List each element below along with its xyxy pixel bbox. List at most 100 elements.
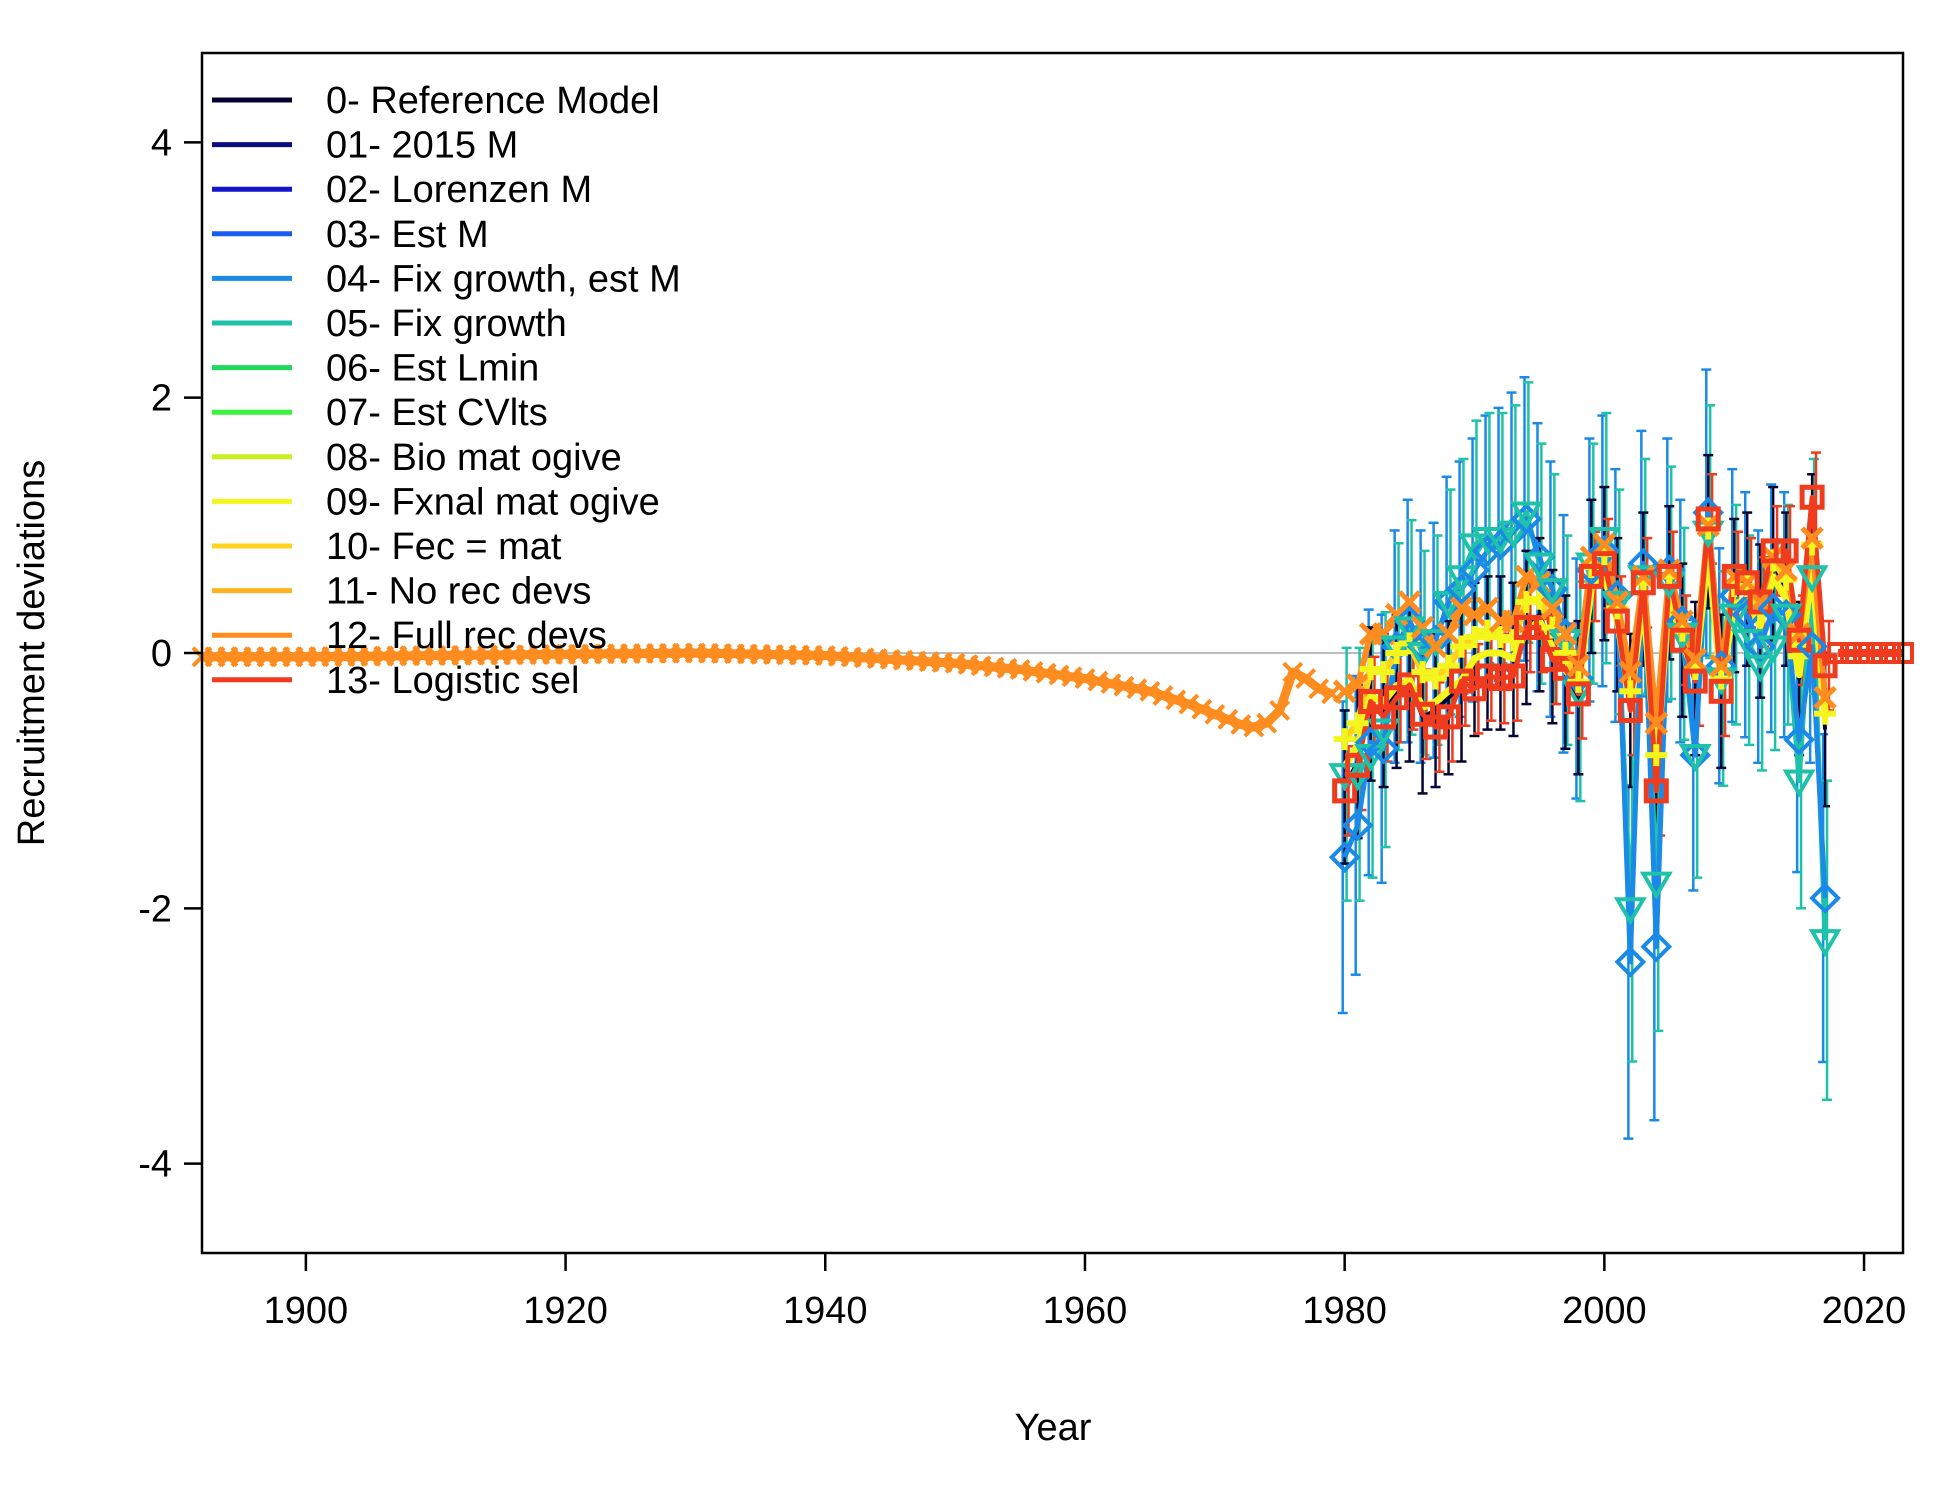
marker-fix-2010 [1717,603,1751,632]
marker-yellow-1981 [1346,712,1369,735]
legend-label-12: 12- Full rec devs [326,615,607,657]
marker-fixm-2004 [1640,930,1673,963]
legend-label-3: 03- Est M [326,214,489,256]
x-tick-label-1940: 1940 [783,1290,868,1332]
marker-logistic-2011 [1734,570,1760,596]
marker-full-2002 [1618,660,1643,684]
marker-logistic-2013 [1760,538,1786,564]
forecast-marker-2021 [1866,642,1889,664]
marker-logistic-1984 [1384,685,1410,711]
marker-fix-2003 [1626,565,1660,594]
marker-logistic-2014 [1773,538,1799,564]
marker-full-2017 [1813,685,1837,710]
marker-yellow-1990 [1463,626,1486,649]
y-tick-label--4: -4 [138,1144,172,1186]
forecast-marker-2020 [1853,642,1876,664]
marker-full-2016 [1800,526,1824,550]
marker-fixm-1990 [1458,554,1491,586]
marker-fixm-2017 [1809,882,1841,914]
marker-logistic-2006 [1669,627,1695,653]
legend-label-6: 06- Est Lmin [326,348,539,390]
x-tick-label-2000: 2000 [1562,1290,1647,1332]
marker-logistic-1982 [1358,689,1384,715]
legend-label-4: 04- Fix growth, est M [326,258,681,300]
error-bars [1337,368,1834,1140]
marker-fixm-1983 [1367,732,1400,765]
marker-logistic-2012 [1747,589,1773,615]
marker-fixm-2002 [1614,946,1647,978]
forecast-marker-2019 [1840,642,1863,664]
marker-fix-1983 [1367,718,1401,747]
y-tick-label-2: 2 [151,378,172,420]
marker-yellow-2017 [1814,702,1837,725]
marker-fix-2014 [1769,603,1803,632]
marker-logistic-2004 [1643,778,1669,804]
early-dev-marker-1968 [1178,693,1200,715]
marker-fix-2016 [1795,565,1829,594]
marker-full-1990 [1462,602,1487,627]
marker-logistic-1980 [1332,778,1358,804]
marker-full-2004 [1644,711,1669,735]
marker-full-1985 [1397,590,1422,614]
marker-logistic-2000 [1591,551,1617,577]
marker-logistic-2017 [1812,653,1838,679]
early-dev-marker-1965 [1139,680,1161,702]
early-dev-marker-1973 [1243,716,1265,738]
legend-label-7: 07- Est CVlts [326,392,548,434]
marker-full-1989 [1449,596,1474,621]
marker-fixm-2016 [1796,630,1828,663]
early-dev-marker-1971 [1217,708,1239,730]
marker-logistic-2002 [1617,697,1643,723]
marker-fix-2001 [1600,590,1634,619]
marker-yellow-1980 [1333,728,1356,751]
marker-fix-1984 [1380,635,1414,664]
legend-label-13: 13- Logistic sel [326,660,579,702]
marker-full-2008 [1696,513,1720,538]
early-dev-marker-1975 [1269,700,1291,721]
legend-label-1: 01- 2015 M [326,125,518,167]
marker-fixm-2012 [1744,630,1776,663]
marker-logistic-1992 [1487,666,1513,692]
marker-fix-2007 [1678,744,1712,773]
marker-logistic-2001 [1604,608,1630,634]
marker-yellow-2009 [1710,667,1733,690]
marker-full-1998 [1566,653,1591,678]
marker-fix-2017 [1808,929,1842,958]
marker-yellow-1994 [1515,590,1538,613]
y-tick-label--2: -2 [138,888,172,930]
y-tick-label-0: 0 [151,633,172,675]
marker-fix-2013 [1756,635,1790,664]
marker-logistic-1990 [1462,676,1488,702]
legend-label-11: 11- No rec devs [326,571,591,613]
marker-full-1980 [1332,679,1357,704]
marker-logistic-2015 [1786,627,1812,653]
marker-yellow-1992 [1489,626,1512,649]
marker-yellow-1991 [1476,619,1499,642]
legend-label-5: 05- Fix growth [326,303,567,345]
marker-fix-2004 [1639,871,1673,900]
marker-full-2012 [1748,590,1772,614]
legend-label-9: 09- Fxnal mat ogive [326,481,660,523]
x-axis-title: Year [1015,1407,1092,1449]
early-dev-marker-1976 [1282,661,1304,683]
marker-yellow-1987 [1424,667,1447,690]
marker-yellow-1984 [1385,642,1408,664]
marker-logistic-2009 [1708,678,1734,704]
marker-yellow-1989 [1450,635,1473,658]
marker-full-1993 [1501,609,1526,633]
marker-logistic-2016 [1799,484,1825,510]
marker-fix-2002 [1613,897,1647,926]
early-dev-marker-1969 [1191,698,1213,720]
marker-yellow-1988 [1437,654,1460,677]
marker-fix-1993 [1496,520,1530,549]
marker-logistic-1994 [1513,614,1539,640]
marker-full-2003 [1631,564,1656,589]
marker-logistic-1999 [1578,563,1604,589]
axes: 1900 1920 1940 1960 1980 2000 2020 -4 -2 0 2 4 [138,51,1906,1332]
forecast-marker-2022 [1879,642,1902,664]
series-markers [191,484,1914,978]
marker-yellow-2004 [1645,744,1668,767]
marker-logistic-1993 [1500,663,1526,689]
